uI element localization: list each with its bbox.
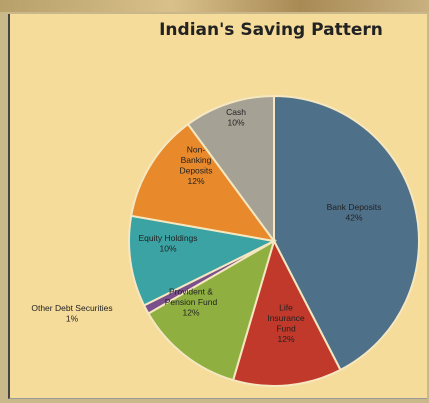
pie-slice-cash [186, 94, 275, 245]
data-label-provident-pension-fund: Provident & Pension Fund 12% [165, 287, 218, 318]
pie-slice-provident-pension-fund [147, 238, 276, 382]
data-label-other-debt-securities: Other Debt Securities 1% [31, 303, 112, 324]
data-label-life-insurance-fund: Life Insurance Fund 12% [267, 302, 305, 344]
window-top-strip [0, 0, 429, 12]
pie-slice-life-insurance-fund [231, 238, 342, 387]
pie-slice-bank-deposits [273, 94, 420, 372]
data-label-bank-deposits: Bank Deposits 42% [327, 202, 382, 223]
pie-slice-non-banking-deposits [130, 122, 277, 243]
pie-slice-equity-holdings [128, 214, 278, 307]
chart-title: Indian's Saving Pattern [159, 20, 383, 40]
data-label-equity-holdings: Equity Holdings 10% [138, 233, 197, 254]
data-label-cash: Cash 10% [226, 107, 246, 128]
data-label-non-banking-deposits: Non-Banking Deposits 12% [179, 144, 212, 186]
